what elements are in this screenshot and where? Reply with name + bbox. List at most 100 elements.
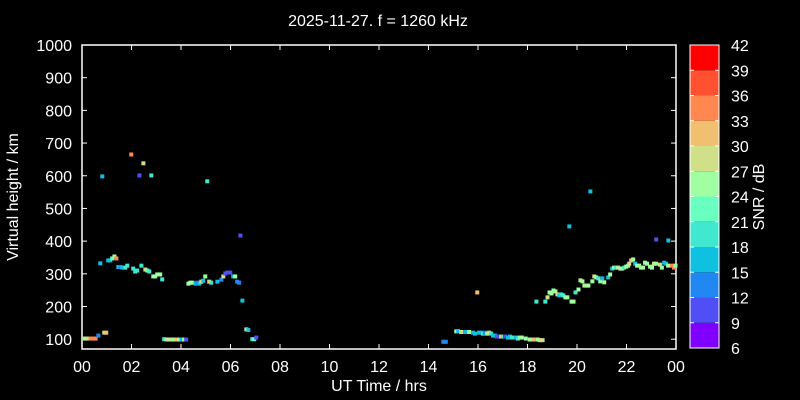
data-point <box>100 174 105 179</box>
data-point <box>631 257 636 262</box>
x-tick-label: 06 <box>222 359 240 376</box>
data-point <box>645 261 650 266</box>
data-point <box>158 272 163 277</box>
data-point <box>160 277 165 282</box>
data-point <box>254 335 259 340</box>
colorbar-band <box>690 247 719 273</box>
colorbar-tick-label: 36 <box>731 89 749 106</box>
data-point <box>654 237 659 242</box>
data-point <box>553 289 558 294</box>
data-point <box>139 263 144 268</box>
data-point <box>588 189 593 194</box>
data-point <box>473 331 478 336</box>
data-point <box>580 279 585 284</box>
colorbar-tick-label: 39 <box>731 63 749 80</box>
data-point <box>172 337 177 342</box>
data-point <box>135 268 140 273</box>
data-point <box>91 336 96 341</box>
data-point <box>523 336 528 341</box>
data-point <box>606 275 611 280</box>
colorbar-tick-label: 18 <box>731 240 749 257</box>
data-point <box>545 295 550 300</box>
y-tick-label: 200 <box>45 300 72 317</box>
colorbar-tick-label: 33 <box>731 114 749 131</box>
data-point <box>666 238 671 243</box>
data-point <box>164 337 169 342</box>
data-point <box>534 299 539 304</box>
data-point <box>125 263 130 268</box>
data-point <box>221 274 226 279</box>
data-point <box>598 279 603 284</box>
data-point <box>531 337 536 342</box>
data-point <box>567 224 572 229</box>
data-point <box>184 337 189 342</box>
x-tick-label: 08 <box>271 359 289 376</box>
x-tick-label: 00 <box>667 359 685 376</box>
data-point <box>659 265 664 270</box>
x-tick-label: 22 <box>618 359 636 376</box>
data-point <box>233 274 238 279</box>
data-point <box>608 272 613 277</box>
colorbar-band <box>690 221 719 247</box>
data-point <box>147 269 152 274</box>
data-point <box>246 328 251 333</box>
data-point <box>110 256 115 261</box>
data-point <box>225 270 230 275</box>
data-point <box>169 337 174 342</box>
data-point <box>600 276 605 281</box>
x-tick-label: 18 <box>519 359 537 376</box>
data-point <box>441 339 446 344</box>
data-point <box>543 299 548 304</box>
x-tick-label: 16 <box>469 359 487 376</box>
data-point <box>167 337 172 342</box>
colorbar-tick-label: 27 <box>731 164 749 181</box>
data-point <box>181 337 186 342</box>
x-tick-label: 12 <box>370 359 388 376</box>
data-point <box>537 338 542 343</box>
y-tick-label: 900 <box>45 71 72 88</box>
data-point <box>673 263 678 268</box>
x-axis-label: UT Time / hrs <box>331 378 427 395</box>
data-point <box>573 290 578 295</box>
data-point <box>88 336 93 341</box>
data-point <box>228 270 233 275</box>
chart-title: 2025-11-27. f = 1260 kHz <box>288 13 468 30</box>
y-tick-label: 1000 <box>36 38 72 55</box>
data-point <box>482 330 487 335</box>
data-point <box>98 261 103 266</box>
data-point <box>149 173 154 178</box>
y-tick-label: 400 <box>45 234 72 251</box>
colorbar-tick-label: 42 <box>731 38 749 55</box>
data-point <box>467 330 472 335</box>
x-tick-label: 02 <box>123 359 141 376</box>
data-point <box>141 161 146 166</box>
data-point <box>238 233 243 238</box>
data-point <box>203 274 208 279</box>
y-axis-label: Virtual height / km <box>5 133 22 261</box>
data-point <box>162 337 167 342</box>
colorbar-tick-label: 15 <box>731 265 749 282</box>
data-point <box>120 265 125 270</box>
data-point <box>215 279 220 284</box>
x-tick-label: 04 <box>172 359 190 376</box>
y-tick-label: 700 <box>45 136 72 153</box>
colorbar-band <box>690 70 719 96</box>
data-point <box>649 265 654 270</box>
y-tick-label: 600 <box>45 169 72 186</box>
data-point <box>190 280 195 285</box>
data-point <box>96 333 101 338</box>
data-point <box>459 330 464 335</box>
colorbar-band <box>690 45 719 71</box>
data-point <box>129 152 134 157</box>
data-point <box>205 179 210 184</box>
x-tick-label: 20 <box>568 359 586 376</box>
data-point <box>237 280 242 285</box>
data-point <box>596 276 601 281</box>
data-point <box>201 278 206 283</box>
colorbar-tick-label: 9 <box>731 316 740 333</box>
colorbar-tick-label: 21 <box>731 215 749 232</box>
data-point <box>174 337 179 342</box>
data-point <box>502 334 507 339</box>
data-point <box>586 283 591 288</box>
x-tick-label: 14 <box>420 359 438 376</box>
